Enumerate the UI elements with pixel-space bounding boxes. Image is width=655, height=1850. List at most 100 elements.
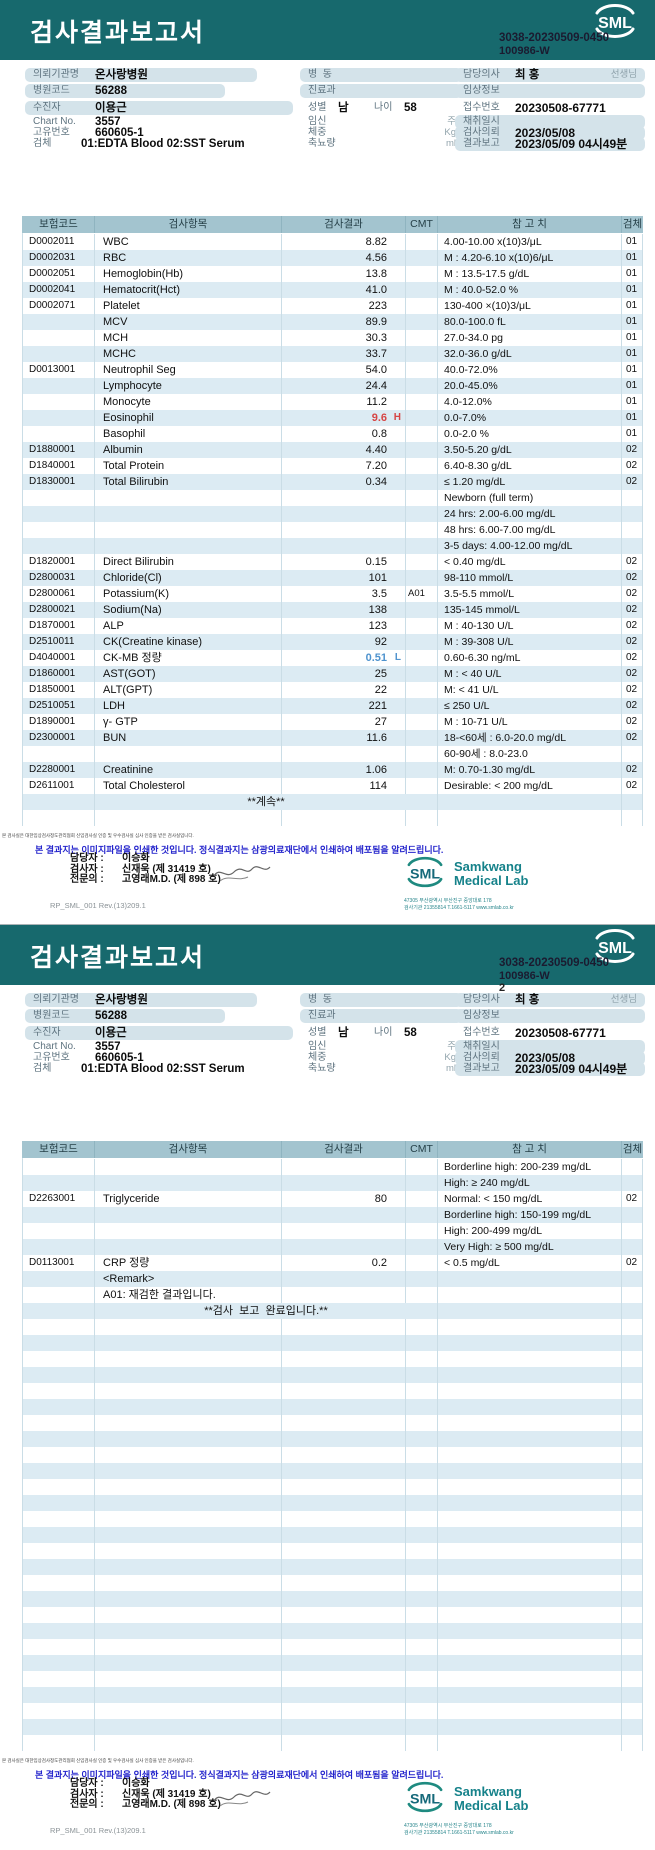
cell-reference-range <box>438 1719 622 1735</box>
table-row: D0002041 Hematocrit(Hct) 41.0 M : 40.0-52.0… <box>22 282 643 298</box>
cell-cmt <box>406 442 438 458</box>
cell-cmt <box>406 1159 438 1175</box>
field-label: 수진자 <box>33 1027 61 1038</box>
cell-reference-range: 3.5-5.5 mmol/L <box>438 586 622 602</box>
field-doctor: 담당의사 최 홍 선생님 <box>455 68 645 82</box>
cell-insurance-code <box>23 1559 95 1575</box>
field-label: 담당의사 <box>463 994 500 1005</box>
sml-logo-icon: SML <box>407 856 443 888</box>
cell-cmt <box>406 602 438 618</box>
field-client-name: 의뢰기관명 온사랑병원 <box>25 993 257 1007</box>
cell-result <box>282 1175 406 1191</box>
cell-cmt <box>406 1591 438 1607</box>
result-value: 0.15 <box>365 556 387 568</box>
cell-specimen <box>622 1559 643 1575</box>
cell-reference-range: M: < 41 U/L <box>438 682 622 698</box>
cell-result <box>282 1463 406 1479</box>
cell-test-item: Total Protein <box>95 458 282 474</box>
cell-result: 0.2 <box>282 1255 406 1271</box>
cell-reference-range: 4.0-12.0% <box>438 394 622 410</box>
cell-cmt <box>406 1255 438 1271</box>
svg-text:SML: SML <box>598 940 632 957</box>
cell-test-item <box>95 1175 282 1191</box>
cell-cmt <box>406 266 438 282</box>
cell-insurance-code: D2263001 <box>23 1191 95 1207</box>
cell-cmt <box>406 1559 438 1575</box>
cell-specimen <box>622 1223 643 1239</box>
cell-result <box>282 538 406 554</box>
field-label: 채취일시 <box>463 116 500 127</box>
staff-name: 고영래M.D. (제 898 호) <box>122 874 221 885</box>
table-row: D1840001 Total Protein 7.20 6.40-8.30 g/dL 0… <box>22 458 643 474</box>
sml-logo-icon: SML <box>407 1781 443 1813</box>
field-label: 체중 <box>308 1052 327 1063</box>
sml-logo-text: SML <box>410 866 440 882</box>
table-row <box>22 1383 643 1399</box>
cell-reference-range <box>438 1367 622 1383</box>
field-label: 성별 <box>308 102 327 113</box>
cell-specimen <box>622 810 643 826</box>
table-row: MCV 89.9 80.0-100.0 fL 01 <box>22 314 643 330</box>
field-ward: 병 동 <box>300 993 462 1007</box>
cell-reference-range: 60-90세 : 8.0-23.0 <box>438 746 622 762</box>
cell-reference-range <box>438 1479 622 1495</box>
age-value: 58 <box>404 102 417 114</box>
cell-cmt <box>406 634 438 650</box>
staff-name: 신재욱 (제 31419 호) <box>122 1788 211 1800</box>
cell-test-item <box>95 1431 282 1447</box>
cell-reference-range: 18-<60세 : 6.0-20.0 mg/dL <box>438 730 622 746</box>
cell-result <box>282 746 406 762</box>
field-patient-name: 수진자 이용근 <box>25 1026 293 1040</box>
result-value: 8.82 <box>365 236 387 248</box>
cell-cmt <box>406 1543 438 1559</box>
sml-logo-text: SML <box>410 1791 440 1807</box>
cell-specimen: 02 <box>622 554 643 570</box>
staff-name: 이승화 <box>122 1778 150 1789</box>
cell-insurance-code: D2510011 <box>23 634 95 650</box>
table-row: MCH 30.3 27.0-34.0 pg 01 <box>22 330 643 346</box>
cell-reference-range: M : < 40 U/L <box>438 666 622 682</box>
cell-reference-range: 6.40-8.30 g/dL <box>438 458 622 474</box>
cell-insurance-code: D0002041 <box>23 282 95 298</box>
cell-test-item: Platelet <box>95 298 282 314</box>
cell-test-item: γ- GTP <box>95 714 282 730</box>
cell-result: 223 <box>282 298 406 314</box>
cell-cmt <box>406 538 438 554</box>
cell-test-item: RBC <box>95 250 282 266</box>
report-barcode-number: 3038-20230509-0450 100986-W <box>499 32 639 57</box>
table-row <box>22 1719 643 1735</box>
cell-test-item <box>95 746 282 762</box>
cell-test-item <box>95 1607 282 1623</box>
cell-specimen <box>622 1159 643 1175</box>
result-value: 25 <box>374 668 387 680</box>
cell-reference-range: 40.0-72.0% <box>438 362 622 378</box>
cell-result <box>282 1367 406 1383</box>
table-row <box>22 1527 643 1543</box>
cell-insurance-code <box>23 1223 95 1239</box>
cell-test-item: Hematocrit(Hct) <box>95 282 282 298</box>
patient-name-value: 이용근 <box>95 1027 127 1039</box>
cell-test-item: Lymphocyte <box>95 378 282 394</box>
cell-insurance-code <box>23 1607 95 1623</box>
table-row: D0002011 WBC 8.82 4.00-10.00 x(10)3/μL 01 <box>22 234 643 250</box>
cell-specimen <box>622 1287 643 1303</box>
field-label: 채취일시 <box>463 1041 500 1052</box>
cell-cmt <box>406 1335 438 1351</box>
cell-test-item: Monocyte <box>95 394 282 410</box>
cell-insurance-code <box>23 1623 95 1639</box>
cell-specimen <box>622 1335 643 1351</box>
cell-specimen: 01 <box>622 282 643 298</box>
chart-no-value: 3557 <box>95 1041 121 1053</box>
cell-insurance-code <box>23 1703 95 1719</box>
cell-reference-range <box>438 1703 622 1719</box>
table-row: Monocyte 11.2 4.0-12.0% 01 <box>22 394 643 410</box>
report-page: 검사결과보고서 SML 3038-20230509-0450 100986-W … <box>0 925 655 1850</box>
table-row <box>22 1655 643 1671</box>
unit-label: 주 <box>447 1041 456 1052</box>
doctor-name-value: 최 홍 <box>515 69 540 81</box>
address-line2: 검사기관 21355814 T.1661-5117 www.smlab.co.k… <box>404 905 514 911</box>
cell-reference-range: Very High: ≥ 500 mg/dL <box>438 1239 622 1255</box>
table-row: D4040001 CK-MB 정량 0.51 L 0.60-6.30 ng/mL 02 <box>22 650 643 666</box>
table-row: D1870001 ALP 123 M : 40-130 U/L 02 <box>22 618 643 634</box>
signature-icon <box>213 1791 271 1807</box>
